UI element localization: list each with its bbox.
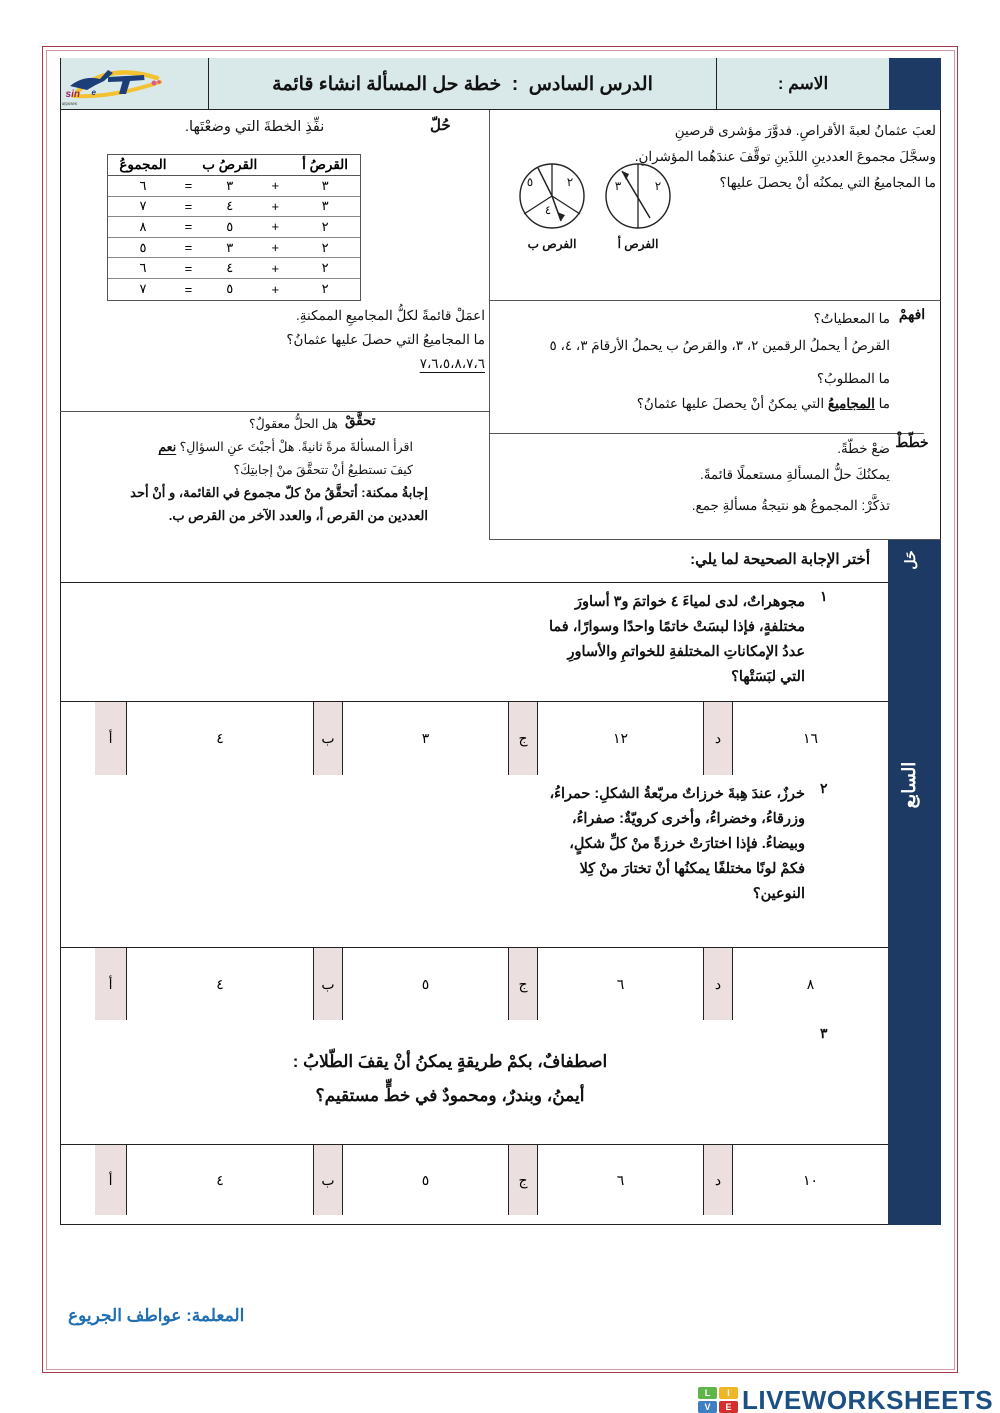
svg-text:٥: ٥	[527, 175, 533, 189]
svg-text:for training purposes: for training purposes	[62, 101, 77, 106]
svg-text:e: e	[92, 88, 97, 97]
svg-text:٣: ٣	[615, 179, 622, 193]
svg-text:sin: sin	[66, 89, 80, 100]
svg-text:الفرص ب: الفرص ب	[528, 237, 577, 252]
svg-text:٢: ٢	[655, 179, 661, 193]
svg-text:الفرص أ: الفرص أ	[618, 236, 659, 252]
svg-text:٢: ٢	[567, 175, 573, 189]
svg-text:٤: ٤	[545, 203, 551, 217]
